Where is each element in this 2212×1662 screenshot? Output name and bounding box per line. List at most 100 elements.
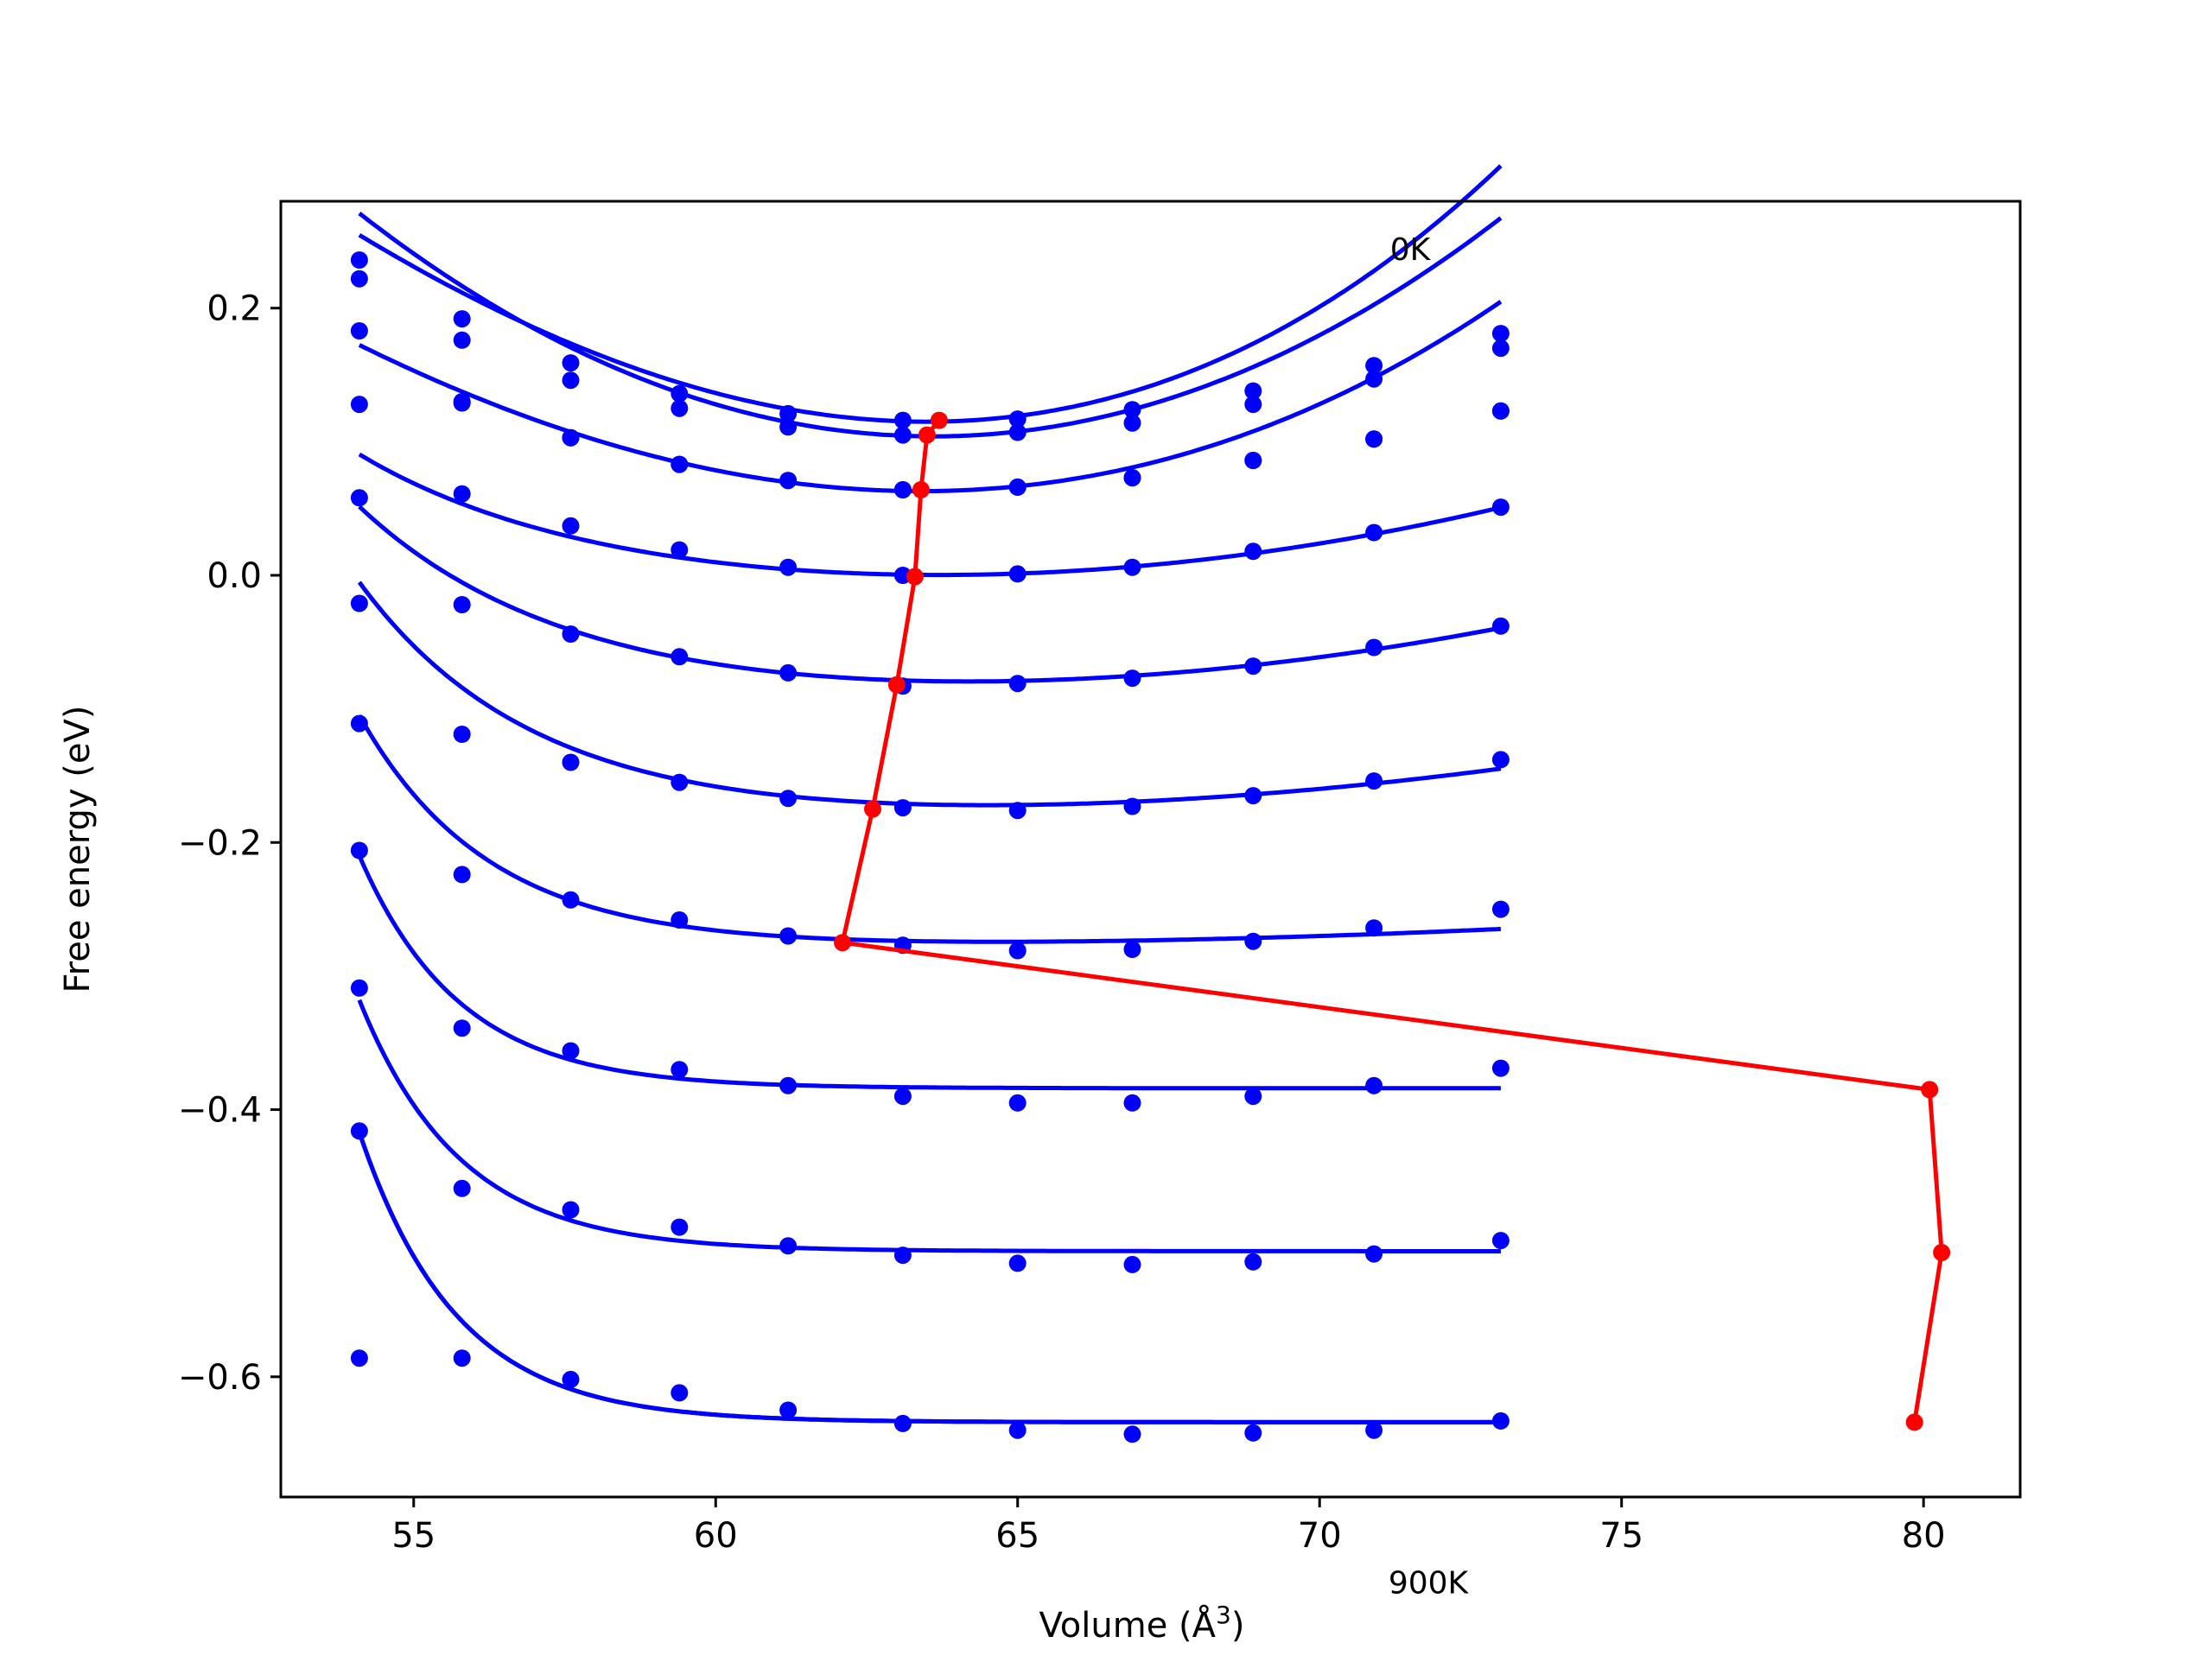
minima-point-8: [1921, 1081, 1939, 1099]
data-point-9-5: [779, 1076, 798, 1094]
data-point-1-11: [1491, 325, 1510, 343]
data-point-6-2: [453, 596, 471, 613]
data-point-11-10: [1365, 1421, 1383, 1439]
y-axis-ticks: 0.2 0.0 −0.2 −0.4 −0.6: [178, 289, 281, 1398]
data-point-4-11: [1491, 402, 1510, 420]
data-point-7-2: [453, 726, 471, 743]
data-point-4-7: [1008, 478, 1027, 496]
data-point-3-1: [350, 322, 368, 339]
data-point-11-3: [562, 1370, 580, 1388]
data-point-5-7: [1008, 565, 1027, 583]
data-point-9-7: [1008, 1094, 1027, 1112]
data-point-4-8: [1123, 469, 1141, 487]
data-point-2-5: [779, 418, 798, 436]
data-point-8-7: [1008, 942, 1027, 960]
data-point-9-4: [671, 1061, 689, 1079]
y-axis-label: Free energy (eV): [58, 706, 98, 993]
minima-point-7: [834, 934, 851, 952]
data-point-10-3: [562, 1201, 580, 1219]
data-point-1-4: [671, 384, 689, 403]
y-tick-label: −0.2: [178, 823, 262, 863]
data-point-11-7: [1008, 1421, 1027, 1439]
annotation-1: 0K: [1390, 232, 1432, 268]
data-point-7-10: [1365, 772, 1383, 790]
data-point-2-11: [1491, 339, 1510, 358]
annotations: 0K 900K: [1389, 232, 1470, 1601]
data-point-11-6: [893, 1414, 912, 1432]
data-point-9-11: [1491, 1059, 1510, 1077]
data-point-6-1: [350, 594, 368, 612]
data-point-1-1: [350, 251, 368, 269]
data-point-11-11: [1491, 1411, 1510, 1430]
data-point-2-7: [1008, 423, 1027, 441]
fit-curve-9: [357, 999, 1501, 1253]
data-point-5-3: [562, 517, 580, 535]
data-point-9-3: [562, 1042, 580, 1060]
data-point-8-11: [1491, 900, 1510, 918]
data-point-4-10: [1365, 430, 1383, 448]
data-point-5-8: [1123, 558, 1141, 576]
minima-point-1: [930, 411, 948, 429]
x-axis-label: Volume (Å3): [1039, 1601, 1245, 1646]
fit-curve-6: [357, 580, 1502, 808]
data-point-6-5: [779, 663, 798, 682]
data-point-4-9: [1244, 452, 1262, 469]
data-point-5-10: [1365, 523, 1383, 542]
data-point-6-9: [1244, 657, 1262, 676]
x-axis-label-suffix: ): [1231, 1606, 1245, 1646]
data-point-11-1: [350, 1349, 368, 1367]
data-point-6-7: [1008, 675, 1027, 693]
minima-point-3: [912, 481, 930, 498]
data-point-10-5: [779, 1237, 798, 1255]
fit-curve-5: [358, 504, 1502, 684]
data-point-10-9: [1244, 1253, 1262, 1271]
data-point-1-7: [1008, 410, 1027, 428]
data-point-4-4: [671, 455, 689, 473]
x-tick-label: 55: [391, 1516, 435, 1556]
data-point-9-1: [350, 979, 368, 997]
data-point-2-9: [1244, 396, 1262, 414]
data-point-1-6: [893, 411, 912, 429]
y-tick-label: −0.4: [178, 1091, 262, 1131]
data-point-10-10: [1365, 1245, 1383, 1263]
data-point-11-8: [1123, 1425, 1141, 1443]
fit-curve-4: [358, 452, 1502, 578]
data-point-1-3: [562, 354, 580, 372]
data-point-6-4: [671, 648, 689, 666]
data-point-1-2: [453, 310, 471, 328]
data-point-9-10: [1365, 1076, 1383, 1094]
data-point-2-3: [562, 371, 580, 390]
minima-point-10: [1905, 1413, 1923, 1431]
data-point-7-1: [350, 714, 368, 733]
data-point-8-5: [779, 927, 798, 945]
minima-path: [834, 411, 1951, 1431]
data-point-4-6: [893, 481, 912, 498]
minima-point-9: [1933, 1244, 1951, 1261]
data-point-8-2: [453, 866, 471, 884]
data-points: [350, 251, 1510, 1443]
data-point-10-11: [1491, 1232, 1510, 1250]
x-tick-label: 65: [995, 1516, 1039, 1556]
data-point-7-4: [671, 773, 689, 791]
data-point-10-8: [1123, 1255, 1141, 1273]
minima-point-4: [906, 568, 924, 586]
minima-point-2: [918, 426, 936, 444]
data-point-5-9: [1244, 542, 1262, 561]
annotation-2: 900K: [1389, 1565, 1470, 1601]
data-point-5-2: [453, 485, 471, 503]
data-point-6-8: [1123, 669, 1141, 688]
data-point-8-9: [1244, 932, 1262, 950]
data-point-4-2: [453, 394, 471, 412]
data-point-8-4: [671, 911, 689, 929]
x-tick-label: 60: [694, 1516, 738, 1556]
x-axis-label-prefix: Volume (: [1039, 1606, 1192, 1646]
y-tick-label: 0.2: [207, 289, 262, 329]
y-tick-label: 0.0: [207, 556, 262, 596]
data-point-8-10: [1365, 919, 1383, 937]
data-point-10-2: [453, 1179, 471, 1197]
fit-curve-11: [357, 1131, 1501, 1424]
data-point-5-1: [350, 489, 368, 507]
data-point-5-4: [671, 541, 689, 559]
data-point-11-2: [453, 1349, 471, 1367]
